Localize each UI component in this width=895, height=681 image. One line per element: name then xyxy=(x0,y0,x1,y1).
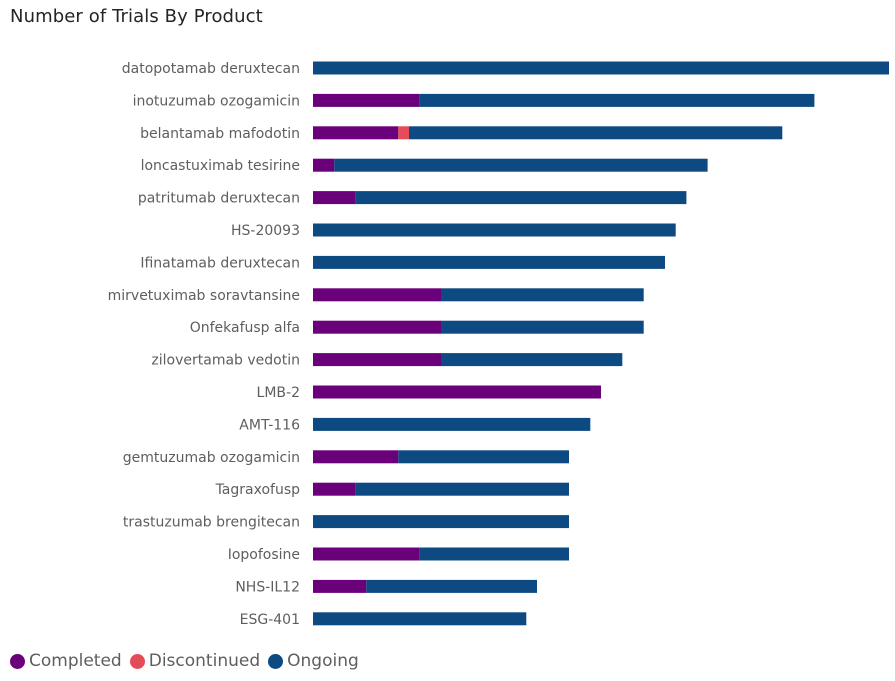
bar-completed-mirvetuximab-soravtansine[interactable] xyxy=(313,288,441,302)
bar-ongoing-gemtuzumab-ozogamicin[interactable] xyxy=(398,450,569,464)
legend: Completed Discontinued Ongoing xyxy=(10,651,367,671)
legend-label-discontinued: Discontinued xyxy=(148,651,261,671)
bar-completed-zilovertamab-vedotin[interactable] xyxy=(313,353,441,367)
category-label-tagraxofusp: Tagraxofusp xyxy=(215,482,301,498)
bar-completed-tagraxofusp[interactable] xyxy=(313,482,356,496)
category-label-onfekafusp-alfa: Onfekafusp alfa xyxy=(190,320,300,336)
legend-item-discontinued[interactable]: Discontinued xyxy=(129,651,261,671)
legend-item-ongoing[interactable]: Ongoing xyxy=(268,651,359,671)
bar-completed-nhs-il12[interactable] xyxy=(313,579,367,593)
bar-discontinued-belantamab-mafodotin[interactable] xyxy=(398,126,409,140)
category-label-lmb-2: LMB-2 xyxy=(257,385,300,401)
bar-series xyxy=(313,61,889,626)
category-label-mirvetuximab-soravtansine: mirvetuximab soravtansine xyxy=(108,288,300,304)
bar-completed-inotuzumab-ozogamicin[interactable] xyxy=(313,93,420,107)
bar-ongoing-zilovertamab-vedotin[interactable] xyxy=(441,353,623,367)
bar-completed-gemtuzumab-ozogamicin[interactable] xyxy=(313,450,399,464)
category-label-trastuzumab-brengitecan: trastuzumab brengitecan xyxy=(123,515,300,531)
bar-chart: datopotamab deruxtecan inotuzumab ozogami… xyxy=(108,61,889,628)
category-label-hs-20093: HS-20093 xyxy=(231,223,300,239)
bar-ongoing-mirvetuximab-soravtansine[interactable] xyxy=(441,288,644,302)
category-label-ifinatamab-deruxtecan: Ifinatamab deruxtecan xyxy=(140,255,300,271)
bar-ongoing-loncastuximab-tesirine[interactable] xyxy=(334,158,708,172)
legend-dot-completed xyxy=(10,653,25,669)
bar-completed-patritumab-deruxtecan[interactable] xyxy=(313,191,356,205)
bar-ongoing-patritumab-deruxtecan[interactable] xyxy=(355,191,687,205)
legend-label-ongoing: Ongoing xyxy=(287,651,359,671)
legend-item-completed[interactable]: Completed xyxy=(10,651,122,671)
bar-completed-belantamab-mafodotin[interactable] xyxy=(313,126,399,140)
bar-completed-lmb-2[interactable] xyxy=(313,385,601,399)
bar-ongoing-datopotamab-deruxtecan[interactable] xyxy=(313,61,889,75)
category-label-zilovertamab-vedotin: zilovertamab vedotin xyxy=(151,353,300,369)
bar-ongoing-esg-401[interactable] xyxy=(313,612,527,626)
bar-ongoing-hs-20093[interactable] xyxy=(313,223,676,237)
category-label-patritumab-deruxtecan: patritumab deruxtecan xyxy=(138,191,300,207)
category-label-datopotamab-deruxtecan: datopotamab deruxtecan xyxy=(122,61,300,77)
category-label-inotuzumab-ozogamicin: inotuzumab ozogamicin xyxy=(133,93,300,109)
bar-ongoing-inotuzumab-ozogamicin[interactable] xyxy=(419,93,815,107)
bar-ongoing-trastuzumab-brengitecan[interactable] xyxy=(313,515,569,529)
bar-ongoing-belantamab-mafodotin[interactable] xyxy=(409,126,783,140)
category-label-belantamab-mafodotin: belantamab mafodotin xyxy=(140,126,300,142)
bar-completed-onfekafusp-alfa[interactable] xyxy=(313,320,441,334)
category-label-loncastuximab-tesirine: loncastuximab tesirine xyxy=(141,158,300,174)
legend-label-completed: Completed xyxy=(29,651,122,671)
category-label-iopofosine: Iopofosine xyxy=(228,547,300,563)
legend-dot-ongoing xyxy=(268,653,284,669)
legend-dot-discontinued xyxy=(129,653,145,669)
bar-ongoing-ifinatamab-deruxtecan[interactable] xyxy=(313,255,665,269)
category-label-amt-116: AMT-116 xyxy=(239,417,300,433)
bar-ongoing-iopofosine[interactable] xyxy=(419,547,569,561)
bar-completed-iopofosine[interactable] xyxy=(313,547,420,561)
bar-ongoing-onfekafusp-alfa[interactable] xyxy=(441,320,644,334)
category-labels: datopotamab deruxtecan inotuzumab ozogami… xyxy=(108,61,300,628)
bar-ongoing-tagraxofusp[interactable] xyxy=(355,482,569,496)
bar-completed-loncastuximab-tesirine[interactable] xyxy=(313,158,335,172)
bar-ongoing-amt-116[interactable] xyxy=(313,417,591,431)
category-label-esg-401: ESG-401 xyxy=(240,612,300,628)
category-label-gemtuzumab-ozogamicin: gemtuzumab ozogamicin xyxy=(123,450,300,466)
bar-ongoing-nhs-il12[interactable] xyxy=(366,579,537,593)
chart-title: Number of Trials By Product xyxy=(10,6,263,27)
category-label-nhs-il12: NHS-IL12 xyxy=(235,579,300,595)
